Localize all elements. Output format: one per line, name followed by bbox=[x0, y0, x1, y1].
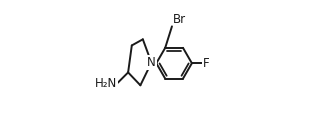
Text: H₂N: H₂N bbox=[95, 77, 117, 90]
Text: Br: Br bbox=[173, 13, 186, 26]
Text: N: N bbox=[147, 56, 156, 69]
Text: F: F bbox=[203, 57, 210, 70]
